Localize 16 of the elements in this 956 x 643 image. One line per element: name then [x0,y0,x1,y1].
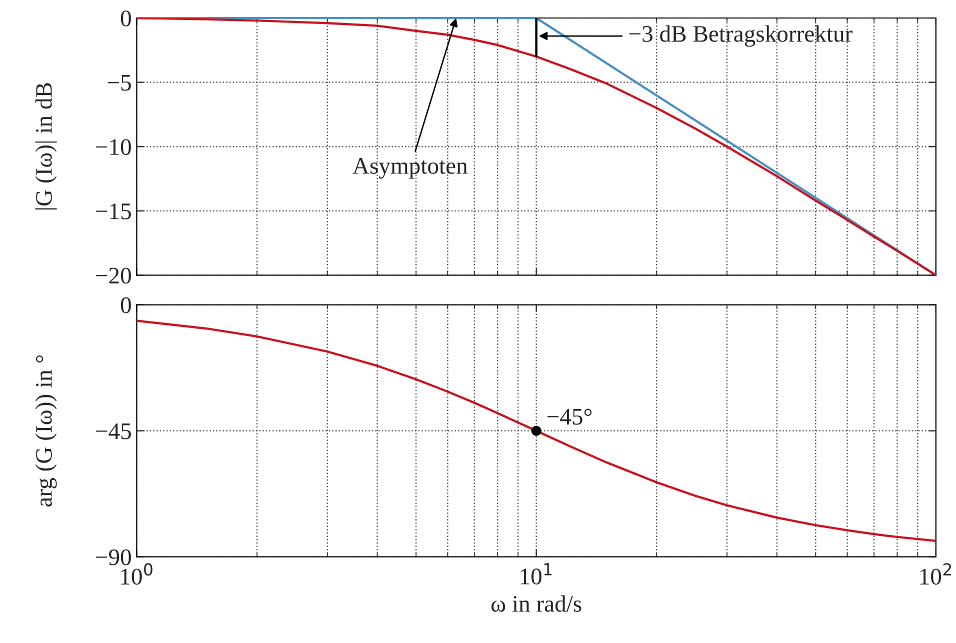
y-tick-label: −5 [108,75,131,91]
y-tick-label: −90 [96,549,131,566]
annotation: −45° [547,408,592,425]
annotation: −3 dB Betragskorrektur [629,25,852,47]
y-axis-title: |G (Iω)| in dB [35,83,57,210]
y-tick-label: −20 [96,268,131,284]
y-tick-label: −15 [96,204,131,220]
y-axis-title: arg (G (Iω)) in ° [35,355,57,507]
x-tick-label: 10$^{1}$ [520,563,552,584]
annotation: Asymptoten [352,158,468,179]
y-tick-label: 0 [120,297,131,314]
x-axis-title: ω in rad/s [491,595,582,612]
y-tick-label: 0 [120,10,131,26]
x-tick-label: 10$^{2}$ [920,563,952,585]
y-tick-label: −45 [96,423,131,440]
y-tick-label: −10 [96,139,131,156]
